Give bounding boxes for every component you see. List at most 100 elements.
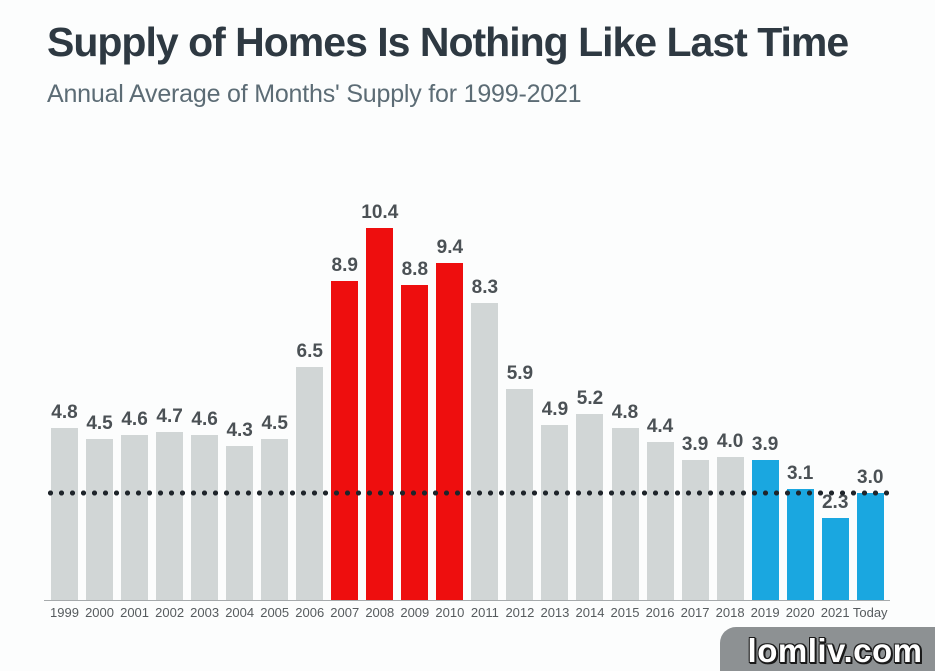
bar-value-label-2007: 8.9 xyxy=(331,255,358,276)
bar-slot-2009: 8.8 xyxy=(397,259,432,600)
bar-value-label-2019: 3.9 xyxy=(751,434,779,455)
bar-2011 xyxy=(471,303,499,600)
x-axis-label-Today: Today xyxy=(852,605,888,620)
bar-2005 xyxy=(261,439,289,600)
bar-2019 xyxy=(751,460,779,600)
bar-slot-2005: 4.5 xyxy=(257,413,292,600)
chart-subtitle: Annual Average of Months' Supply for 199… xyxy=(47,80,582,108)
x-axis-label-2016: 2016 xyxy=(645,605,675,620)
bar-2014 xyxy=(576,414,604,600)
bar-value-label-2021: 2.3 xyxy=(821,492,849,513)
bar-Today xyxy=(856,493,884,600)
bar-2010 xyxy=(436,263,464,600)
x-axis-label-2006: 2006 xyxy=(295,605,325,620)
bar-2008 xyxy=(366,228,394,600)
x-axis-label-2017: 2017 xyxy=(680,605,710,620)
bar-2003 xyxy=(191,435,219,600)
bar-value-label-2018: 4.0 xyxy=(716,431,744,452)
bar-value-label-1999: 4.8 xyxy=(51,402,78,423)
bar-slot-2008: 10.4 xyxy=(361,202,399,600)
bar-slot-2010: 9.4 xyxy=(432,237,467,600)
watermark-text: lomliv.com xyxy=(747,632,923,669)
bar-value-label-2013: 4.9 xyxy=(541,399,569,420)
bar-value-label-Today: 3.0 xyxy=(857,467,884,488)
bar-value-label-2014: 5.2 xyxy=(576,388,604,409)
bar-chart: 4.8 4.5 4.6 4.7 4.6 4.3 4.5 6.5 8.9 10.4 8.8 9.4 8.3… xyxy=(47,140,888,600)
bar-value-label-2003: 4.6 xyxy=(191,409,218,430)
x-axis-label-2002: 2002 xyxy=(155,605,185,620)
x-axis-label-2021: 2021 xyxy=(820,605,850,620)
bar-2016 xyxy=(646,442,674,600)
bar-2006 xyxy=(296,367,324,600)
bar-value-label-2016: 4.4 xyxy=(646,416,674,437)
bar-2013 xyxy=(541,425,569,600)
x-axis-labels: 1999 2000 2001 2002 2003 2004 2005 2006 2007 2008… xyxy=(47,605,888,620)
bar-2002 xyxy=(156,432,184,600)
bar-slot-2014: 5.2 xyxy=(572,388,607,600)
x-axis-label-2014: 2014 xyxy=(575,605,605,620)
bar-value-label-2020: 3.1 xyxy=(786,463,814,484)
watermark-badge: lomliv.com xyxy=(720,627,935,671)
x-axis-label-2010: 2010 xyxy=(435,605,465,620)
x-axis-label-2009: 2009 xyxy=(400,605,430,620)
bar-2007 xyxy=(331,281,359,600)
bar-value-label-2017: 3.9 xyxy=(681,434,709,455)
bar-slot-2016: 4.4 xyxy=(643,416,678,600)
x-axis-label-2005: 2005 xyxy=(260,605,290,620)
bar-slot-2013: 4.9 xyxy=(537,399,572,600)
bar-value-label-2005: 4.5 xyxy=(261,413,288,434)
bar-value-label-2000: 4.5 xyxy=(86,413,113,434)
chart-title: Supply of Homes Is Nothing Like Last Tim… xyxy=(47,19,849,65)
bar-slot-2004: 4.3 xyxy=(222,420,257,600)
x-axis-label-2018: 2018 xyxy=(715,605,745,620)
bar-2015 xyxy=(611,428,639,600)
bar-value-label-2012: 5.9 xyxy=(506,363,534,384)
x-axis-label-2008: 2008 xyxy=(365,605,395,620)
bar-value-label-2002: 4.7 xyxy=(156,406,183,427)
bar-2021 xyxy=(821,518,849,600)
x-axis-label-2003: 2003 xyxy=(190,605,220,620)
x-axis-label-2013: 2013 xyxy=(540,605,570,620)
bar-value-label-2004: 4.3 xyxy=(226,420,253,441)
reference-dotted-line xyxy=(45,490,889,496)
bar-slot-2011: 8.3 xyxy=(467,277,502,600)
bar-slot-2002: 4.7 xyxy=(152,406,187,600)
bar-2018 xyxy=(716,457,744,600)
bar-2001 xyxy=(121,435,149,600)
bar-slot-2017: 3.9 xyxy=(678,434,713,600)
bar-2017 xyxy=(681,460,709,600)
bar-value-label-2001: 4.6 xyxy=(121,409,148,430)
bar-slot-2006: 6.5 xyxy=(292,341,327,600)
bar-2020 xyxy=(786,489,814,600)
x-axis-label-2000: 2000 xyxy=(85,605,114,620)
x-axis-label-2011: 2011 xyxy=(470,605,499,620)
bar-2000 xyxy=(86,439,114,600)
x-axis-label-2004: 2004 xyxy=(225,605,255,620)
bar-slot-2012: 5.9 xyxy=(502,363,537,600)
bar-value-label-2015: 4.8 xyxy=(611,402,639,423)
x-axis-label-2001: 2001 xyxy=(120,605,150,620)
x-axis-line xyxy=(44,600,890,601)
bar-slot-2021: 2.3 xyxy=(818,492,853,600)
bar-value-label-2009: 8.8 xyxy=(401,259,429,280)
bar-slot-1999: 4.8 xyxy=(47,402,82,600)
x-axis-label-2019: 2019 xyxy=(750,605,780,620)
x-axis-label-2012: 2012 xyxy=(505,605,535,620)
bar-slot-2015: 4.8 xyxy=(608,402,643,600)
bar-slot-2020: 3.1 xyxy=(783,463,818,600)
bar-slot-2000: 4.5 xyxy=(82,413,117,600)
x-axis-label-2007: 2007 xyxy=(330,605,360,620)
bar-slot-2003: 4.6 xyxy=(187,409,222,600)
bar-value-label-2008: 10.4 xyxy=(361,202,399,223)
bar-2009 xyxy=(401,285,429,600)
bar-slot-2007: 8.9 xyxy=(327,255,362,600)
bar-slot-Today: 3.0 xyxy=(853,467,888,600)
bar-slot-2018: 4.0 xyxy=(713,431,748,600)
bar-slot-2001: 4.6 xyxy=(117,409,152,600)
bar-value-label-2011: 8.3 xyxy=(471,277,499,298)
bar-1999 xyxy=(51,428,78,600)
bar-slot-2019: 3.9 xyxy=(748,434,783,600)
bar-value-label-2010: 9.4 xyxy=(436,237,464,258)
x-axis-label-2015: 2015 xyxy=(610,605,640,620)
